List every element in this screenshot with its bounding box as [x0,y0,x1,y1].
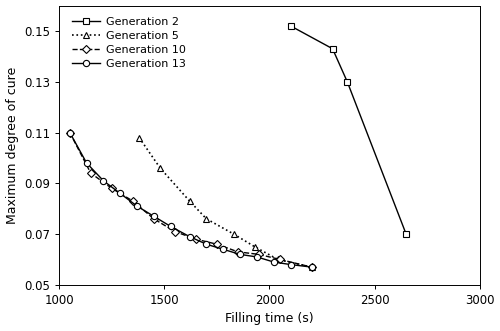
Generation 2 [330,47,336,51]
Generation 10 [235,250,241,254]
Generation 13 [270,260,276,264]
Generation 10 [277,258,283,261]
Generation 10 [67,130,73,134]
Generation 13 [168,224,173,228]
Generation 10 [151,217,157,221]
Generation 13 [117,191,123,195]
Generation 13 [134,204,140,208]
Generation 13 [288,262,294,266]
Generation 2 [344,80,350,84]
Generation 10 [172,230,178,234]
Generation 2 [288,24,294,28]
Legend: Generation 2, Generation 5, Generation 10, Generation 13: Generation 2, Generation 5, Generation 1… [69,14,189,72]
Generation 10 [214,242,220,246]
Generation 13 [100,179,106,183]
Generation 10 [109,186,115,190]
Generation 5 [157,166,163,170]
Generation 13 [308,265,314,269]
Generation 2 [403,232,409,236]
Generation 13 [186,235,192,239]
Line: Generation 2: Generation 2 [288,23,409,237]
X-axis label: Filling time (s): Filling time (s) [225,312,314,325]
Generation 13 [67,130,73,134]
Line: Generation 13: Generation 13 [66,129,314,270]
Generation 10 [256,253,262,257]
Generation 10 [130,199,136,203]
Generation 5 [308,265,314,269]
Generation 10 [308,265,314,269]
Generation 10 [88,171,94,175]
Generation 13 [84,161,89,165]
Generation 5 [252,245,258,249]
Generation 13 [254,255,260,259]
Generation 5 [136,136,142,140]
Generation 13 [237,253,243,257]
Generation 13 [204,242,210,246]
Generation 13 [220,247,226,251]
Line: Generation 5: Generation 5 [136,134,315,270]
Line: Generation 10: Generation 10 [67,130,314,270]
Generation 10 [193,237,199,241]
Generation 13 [151,214,157,218]
Generation 5 [186,199,192,203]
Y-axis label: Maximum degree of cure: Maximum degree of cure [6,67,18,224]
Generation 5 [204,217,210,221]
Generation 5 [230,232,236,236]
Generation 5 [275,258,281,261]
